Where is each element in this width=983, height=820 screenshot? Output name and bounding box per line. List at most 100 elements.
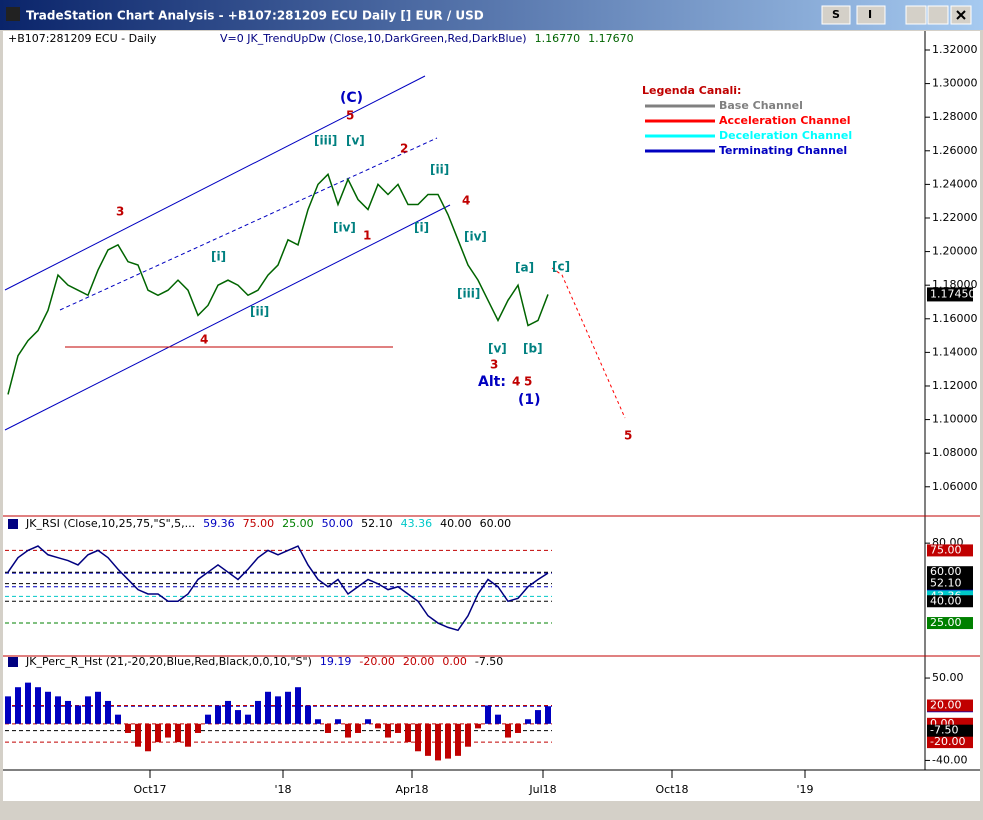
x-tick-label: Oct18	[655, 783, 688, 796]
histogram-bar	[265, 691, 271, 724]
histogram-bar	[495, 714, 501, 724]
y-tick-label: 1.32000	[932, 43, 978, 56]
wave-label: 2	[400, 142, 408, 156]
histogram-bar	[255, 700, 261, 724]
maximize-button[interactable]	[927, 5, 949, 25]
i-button-label[interactable]: I	[868, 8, 872, 21]
channel-line	[4, 204, 451, 431]
y-tick-label: 50.00	[932, 671, 964, 684]
wave-label: [iv]	[333, 221, 356, 235]
channel-line	[4, 75, 426, 291]
wave-label: [iii]	[314, 134, 337, 148]
title-bar	[0, 0, 983, 30]
y-tick-label: 1.26000	[932, 144, 978, 157]
histogram-bar	[215, 705, 221, 724]
y-tick-label: 1.14000	[932, 345, 978, 358]
indicator-value: -20.00	[359, 655, 394, 668]
value-box-label: 60.00	[930, 565, 962, 578]
y-tick-label: 1.22000	[932, 211, 978, 224]
wave-label: [v]	[346, 134, 365, 148]
y-tick-label: 1.16000	[932, 312, 978, 325]
histogram-bar	[175, 723, 181, 743]
indicator-value: 75.00	[243, 517, 275, 530]
histogram-bar	[315, 719, 321, 724]
y-tick-label: 1.24000	[932, 177, 978, 190]
histogram-bar	[275, 696, 281, 724]
value-box-label: 25.00	[930, 616, 962, 629]
legend: Base Channel Acceleration Channel Decelera…	[645, 99, 852, 157]
wave-label: [b]	[523, 342, 543, 356]
histogram-bar	[335, 719, 341, 724]
indicator-value: 50.00	[322, 517, 354, 530]
histogram-bar	[145, 723, 151, 752]
scrollbar[interactable]	[3, 801, 980, 820]
projection-line	[551, 267, 626, 419]
wave-label: (C)	[340, 90, 363, 106]
channel-line	[59, 137, 438, 311]
value-box-label: 52.10	[930, 577, 962, 590]
minimize-button[interactable]	[905, 5, 927, 25]
histogram-bar	[55, 696, 61, 724]
wave-label: [i]	[414, 221, 429, 235]
indicator-value: 1.16770	[535, 32, 581, 45]
value-box-label: 40.00	[930, 594, 962, 607]
histogram-bar	[385, 723, 391, 738]
histogram-bar	[115, 714, 121, 724]
wave-label: 5	[524, 375, 532, 389]
histogram-bar	[65, 700, 71, 724]
histogram-bar	[455, 723, 461, 756]
wave-label: [ii]	[250, 305, 269, 319]
histogram-bar	[225, 700, 231, 724]
value-box	[927, 577, 973, 590]
wave-label: 5	[624, 429, 632, 443]
wave-label: Alt:	[478, 374, 506, 390]
histogram-bar	[445, 723, 451, 759]
app-icon	[6, 7, 20, 21]
value-box	[927, 566, 973, 579]
value-box-label: 75.00	[930, 543, 962, 556]
wave-labels: (C)5[iii] [v]2[ii]34[iv]1[i][iv][i][a] [c]…	[116, 90, 632, 443]
wave-label: [iii]	[457, 287, 480, 301]
indicator-value: -7.50	[475, 655, 503, 668]
y-tick-label: 1.12000	[932, 379, 978, 392]
value-box	[927, 544, 973, 557]
value-box-label: 20.00	[930, 699, 962, 712]
s-button-label[interactable]: S	[832, 8, 840, 21]
indicator-value: 19.19	[320, 655, 352, 668]
histogram-bar	[95, 691, 101, 724]
histogram-bar	[105, 700, 111, 724]
indicator-value: 0.00	[442, 655, 467, 668]
indicator-value: 52.10	[361, 517, 393, 530]
i-button[interactable]	[856, 5, 886, 25]
wave-label: 5	[346, 109, 354, 123]
value-box-label: -20.00	[930, 735, 965, 748]
histogram-bar	[305, 705, 311, 724]
histogram-bar	[15, 687, 21, 724]
channels	[4, 75, 626, 431]
histogram-bar	[45, 691, 51, 724]
histogram-bar	[465, 723, 471, 747]
x-tick-label: Oct17	[133, 783, 166, 796]
legend-label: Acceleration Channel	[719, 114, 851, 127]
histogram-bar	[165, 723, 171, 738]
indicator-value: 40.00	[440, 517, 472, 530]
histogram-bar	[545, 706, 551, 724]
wave-label: [c]	[552, 260, 570, 274]
value-box	[927, 724, 973, 737]
indicator-name: JK_RSI (Close,10,25,75,"S",5,...	[25, 517, 195, 530]
indicator-value: 25.00	[282, 517, 314, 530]
histogram-bar	[345, 723, 351, 738]
indicator-value: 1.17670	[588, 32, 634, 45]
histogram-bar	[375, 723, 381, 729]
window-title: TradeStation Chart Analysis - +B107:2812…	[26, 9, 484, 23]
wave-label: 4	[200, 333, 208, 347]
value-box	[927, 617, 973, 630]
wave-label: [i]	[211, 250, 226, 264]
s-button[interactable]	[821, 5, 851, 25]
panel-icon	[8, 657, 18, 667]
histogram-bar	[295, 687, 301, 724]
value-box	[927, 595, 973, 608]
histogram-bar	[235, 710, 241, 724]
histogram-bar	[285, 691, 291, 724]
